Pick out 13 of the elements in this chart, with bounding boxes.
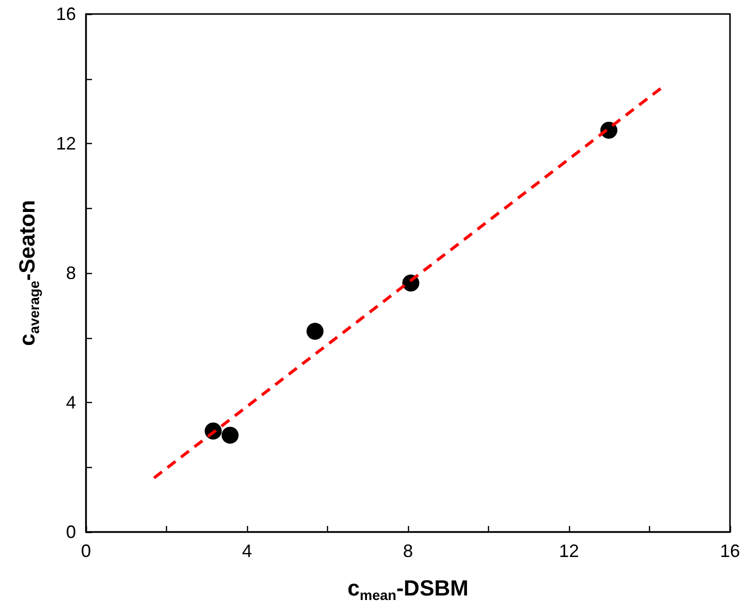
x-tick-label: 8 <box>402 541 414 561</box>
point <box>222 426 239 444</box>
x-tick-label: 4 <box>242 541 252 561</box>
y-tick-label: 16 <box>56 4 76 24</box>
y-tick-label: 8 <box>66 263 76 283</box>
x-tick-label: 12 <box>558 541 580 561</box>
x-tick-label: 16 <box>720 541 740 561</box>
y-axis-title: caverage-Seaton <box>14 200 42 346</box>
y-tick-label: 4 <box>66 392 76 412</box>
y-tick-label: 12 <box>56 134 76 154</box>
x-tick-label: 0 <box>80 541 92 561</box>
point <box>306 322 324 340</box>
y-tick-label: 0 <box>66 522 76 542</box>
